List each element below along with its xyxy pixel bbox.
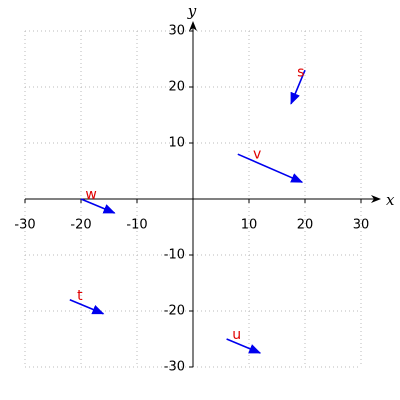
x-tick-label: 30 <box>353 218 370 233</box>
y-tick-label: 10 <box>168 136 185 151</box>
x-axis-label: x <box>386 191 395 209</box>
x-tick-label: -30 <box>14 218 35 233</box>
vector-label: t <box>77 288 83 304</box>
vector-arrow <box>237 153 304 183</box>
x-tick-label: -20 <box>70 218 91 233</box>
vector-arrow <box>69 299 105 315</box>
vector-arrow <box>226 338 262 354</box>
x-tick-label: 10 <box>241 218 258 233</box>
y-axis-label: y <box>187 2 197 20</box>
vector-label: v <box>253 147 261 163</box>
vector-arrow <box>80 198 116 214</box>
vector-arrow <box>290 69 306 105</box>
y-tick-label: -20 <box>164 304 185 319</box>
vector-label: u <box>232 327 241 343</box>
y-tick-label: -10 <box>164 248 185 263</box>
x-tick-label: 20 <box>297 218 314 233</box>
y-tick-label: -30 <box>164 360 185 375</box>
y-tick-label: 30 <box>168 24 185 39</box>
vector-label: w <box>85 187 96 203</box>
x-tick-label: -10 <box>126 218 147 233</box>
vector-label: s <box>297 64 304 80</box>
y-tick-label: 20 <box>168 80 185 95</box>
